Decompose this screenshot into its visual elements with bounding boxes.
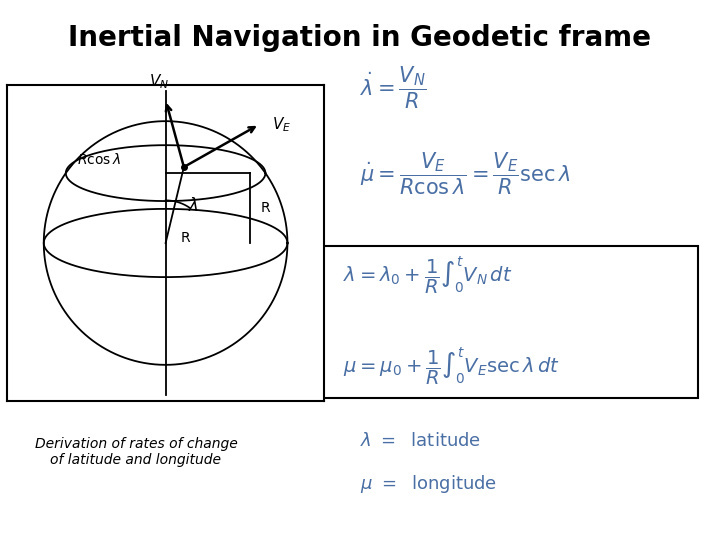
Text: $V_N$: $V_N$ (150, 73, 169, 91)
Text: R: R (180, 231, 190, 245)
Text: $\dot{\lambda} = \dfrac{V_N}{R}$: $\dot{\lambda} = \dfrac{V_N}{R}$ (360, 65, 427, 111)
Text: Derivation of rates of change
of latitude and longitude: Derivation of rates of change of latitud… (35, 437, 238, 467)
Text: Inertial Navigation in Geodetic frame: Inertial Navigation in Geodetic frame (68, 24, 652, 52)
Text: $\mu\ =\ $ longitude: $\mu\ =\ $ longitude (360, 473, 497, 495)
Text: $\mu = \mu_0 + \dfrac{1}{R}\int_0^t V_E\sec\lambda\,dt$: $\mu = \mu_0 + \dfrac{1}{R}\int_0^t V_E\… (343, 346, 559, 387)
Text: $\dot{\mu} = \dfrac{V_E}{R\cos\lambda} = \dfrac{V_E}{R}\sec\lambda$: $\dot{\mu} = \dfrac{V_E}{R\cos\lambda} =… (360, 151, 570, 197)
Text: $V_E$: $V_E$ (271, 115, 291, 134)
Text: $\lambda = \lambda_0 + \dfrac{1}{R}\int_0^t V_N\,dt$: $\lambda = \lambda_0 + \dfrac{1}{R}\int_… (343, 254, 513, 296)
Text: $\lambda\ =\ $ latitude: $\lambda\ =\ $ latitude (360, 432, 481, 450)
Text: $R\cos\lambda$: $R\cos\lambda$ (76, 152, 120, 167)
Text: R: R (260, 201, 270, 215)
Text: $\lambda$: $\lambda$ (187, 198, 199, 215)
FancyBboxPatch shape (322, 246, 698, 399)
